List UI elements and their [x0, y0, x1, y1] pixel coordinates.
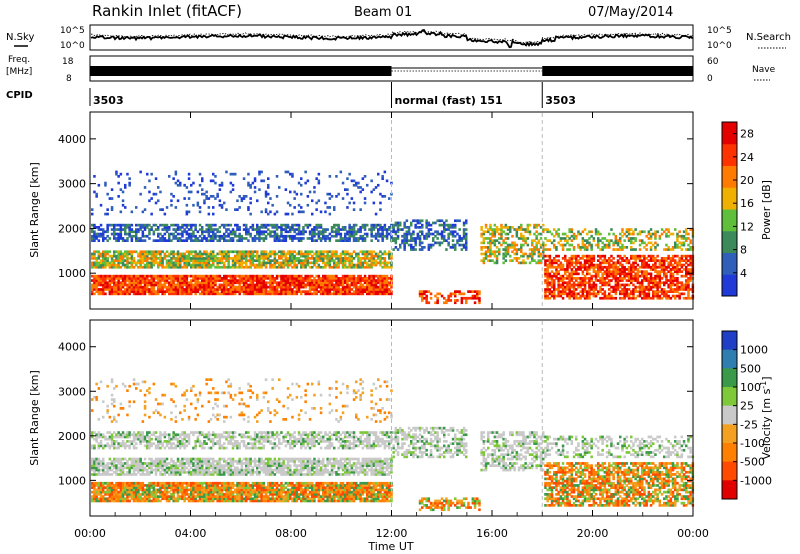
power-colorbar-tick: 8 [740, 244, 747, 257]
power-colorbar-swatch [722, 122, 737, 145]
velocity-colorbar-swatch [722, 349, 737, 369]
freq-tick-top: 18 [62, 57, 74, 67]
cpid-segment-label: 3503 [545, 94, 576, 107]
velocity-heatmap [91, 321, 695, 515]
power-colorbar-swatch [722, 252, 737, 275]
power-heatmap [91, 113, 695, 308]
velocity-colorbar-tick: 500 [740, 362, 761, 375]
date-title: 07/May/2014 [588, 5, 673, 20]
velocity-colorbar: 1000 500 100 25 -25 -100 -500 -1000 [721, 330, 772, 500]
velocity-colorbar-swatch [722, 443, 737, 463]
velocity-ylabel: Slant Range [km] [28, 370, 41, 466]
freq-block [90, 66, 392, 76]
velocity-colorbar-swatch [722, 331, 737, 351]
nave-tick-bottom: 0 [707, 74, 713, 84]
power-colorbar-swatch [722, 165, 737, 188]
nsearch-tick-bottom: 10^0 [707, 41, 732, 51]
velocity-colorbar-tick: -100 [740, 437, 765, 450]
power-colorbar-tick: 20 [740, 174, 754, 187]
power-colorbar-tick: 12 [740, 220, 754, 233]
velocity-colorbar-swatch [722, 461, 737, 481]
power-panel: 1000 2000 3000 4000 Slant Range [km] 4 8 12 16… [28, 111, 773, 310]
x-tick-label: 16:00 [476, 527, 508, 540]
velocity-colorbar-swatch [722, 424, 737, 444]
nsky-panel: N.Sky 10^5 10^0 10^5 10^0 N.Search [6, 24, 791, 51]
y-tick-label: 3000 [58, 178, 86, 191]
freq-label: Freq. [8, 55, 30, 65]
freq-tick-bottom: 8 [66, 74, 72, 84]
y-tick-label: 3000 [58, 385, 86, 398]
power-colorbar: 4 8 12 16 20 24 28 [721, 121, 754, 297]
velocity-colorbar-tick: 25 [740, 400, 754, 413]
x-axis: 00:00 04:00 08:00 12:00 16:00 20:00 00:00 [74, 112, 709, 540]
nsearch-tick-top: 10^5 [707, 26, 732, 36]
cpid-segment-label: normal (fast) 151 [395, 94, 503, 107]
power-colorbar-tick: 24 [740, 151, 754, 164]
velocity-colorbar-tick: 1000 [740, 344, 768, 357]
velocity-colorbar-swatch [722, 368, 737, 388]
freq-panel: Freq. [MHz] 18 8 60 0 Nave [6, 55, 776, 84]
y-tick-label: 1000 [58, 474, 86, 487]
power-colorbar-tick: 4 [740, 267, 747, 280]
nsearch-label: N.Search [746, 32, 791, 43]
nave-tick-top: 60 [707, 57, 719, 67]
power-colorbar-swatch [722, 274, 737, 297]
velocity-panel: 1000 2000 3000 4000 Slant Range [km] 1000 50… [28, 319, 773, 517]
x-axis-title: Time UT [367, 540, 413, 553]
nave-label: Nave [752, 65, 776, 75]
cpid-label: CPID [6, 90, 33, 101]
freq-series [90, 66, 693, 76]
x-tick-label: 00:00 [677, 527, 709, 540]
x-tick-label: 08:00 [275, 527, 307, 540]
cpid-row: CPID 3503 normal (fast) 151 3503 [6, 82, 576, 108]
x-tick-label: 00:00 [74, 527, 106, 540]
power-colorbar-swatch [722, 143, 737, 166]
velocity-colorbar-tick: -1000 [740, 474, 772, 487]
freq-block [542, 66, 693, 76]
power-cbar-label: Power [dB] [760, 180, 773, 240]
power-colorbar-tick: 16 [740, 197, 754, 210]
power-colorbar-swatch [722, 230, 737, 253]
nsky-label: N.Sky [6, 32, 34, 43]
y-tick-label: 4000 [58, 133, 86, 146]
nsky-tick-bottom: 10^0 [60, 41, 85, 51]
velocity-colorbar-tick: -25 [740, 418, 758, 431]
velocity-colorbar-tick: -500 [740, 456, 765, 469]
velocity-colorbar-swatch [722, 405, 737, 425]
velocity-colorbar-tick: 100 [740, 381, 761, 394]
cpid-segment-label: 3503 [93, 94, 124, 107]
y-tick-label: 4000 [58, 341, 86, 354]
power-ylabel: Slant Range [km] [28, 162, 41, 258]
power-colorbar-swatch [722, 209, 737, 232]
nsearch-series [91, 30, 693, 44]
velocity-colorbar-swatch [722, 480, 737, 500]
velocity-cbar-label: Velocity [m s-1] [759, 376, 773, 459]
nsky-series [90, 28, 694, 49]
beam-title: Beam 01 [354, 5, 412, 20]
power-colorbar-tick: 28 [740, 128, 754, 141]
y-tick-label: 2000 [58, 430, 86, 443]
y-tick-label: 2000 [58, 222, 86, 235]
freq-unit: [MHz] [6, 67, 32, 77]
nsky-tick-top: 10^5 [60, 26, 85, 36]
y-tick-label: 1000 [58, 267, 86, 280]
x-tick-label: 12:00 [376, 527, 408, 540]
power-colorbar-swatch [722, 187, 737, 210]
station-title: Rankin Inlet (fitACF) [92, 2, 242, 20]
x-tick-label: 20:00 [577, 527, 609, 540]
x-tick-label: 04:00 [175, 527, 207, 540]
velocity-colorbar-swatch [722, 387, 737, 407]
